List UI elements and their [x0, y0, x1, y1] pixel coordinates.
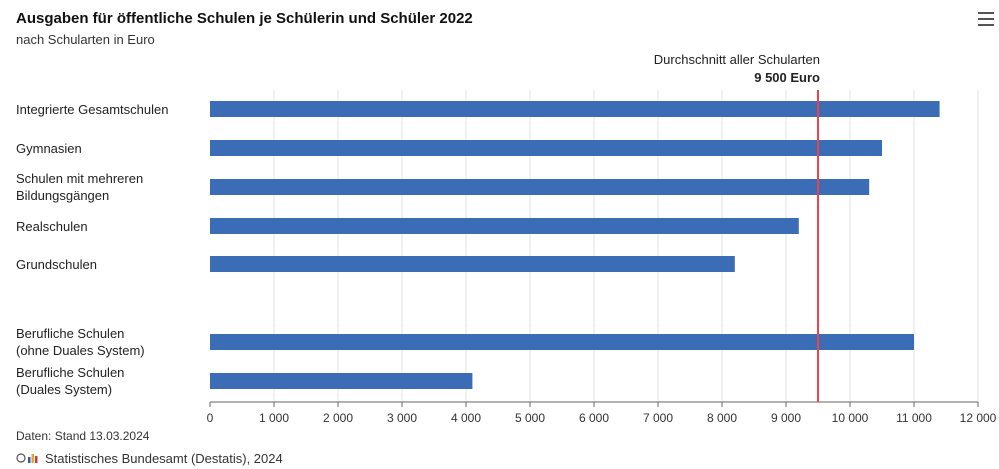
category-label-line: Berufliche Schulen: [16, 365, 125, 380]
x-tick-label-8: 8 000: [707, 411, 737, 425]
bar-0: [210, 101, 940, 117]
x-tick-label-1: 1 000: [259, 411, 289, 425]
credit-text: Statistisches Bundesamt (Destatis), 2024: [45, 451, 283, 466]
data-source: Daten: Stand 13.03.2024: [16, 429, 150, 443]
category-label-4: Grundschulen: [16, 256, 206, 273]
chart-title: Ausgaben für öffentliche Schulen je Schü…: [16, 10, 473, 27]
category-label-line: Integrierte Gesamtschulen: [16, 101, 169, 117]
x-tick-label-9: 9 000: [771, 411, 801, 425]
category-label-2: Schulen mit mehreren Bildungsgängen: [16, 170, 206, 204]
category-label-line: (ohne Duales System): [16, 343, 145, 358]
x-tick-label-10: 10 000: [832, 411, 869, 425]
x-tick-label-3: 3 000: [387, 411, 417, 425]
x-tick-label-11: 11 000: [896, 411, 932, 425]
category-label-line: Berufliche Schulen: [16, 326, 125, 341]
bar-6: [210, 373, 473, 389]
category-label-line: Grundschulen: [16, 256, 97, 272]
x-tick-label-6: 6 000: [579, 411, 609, 425]
category-label-1: Gymnasien: [16, 140, 206, 157]
bar-2: [210, 179, 870, 195]
category-label-line: Schulen mit mehreren: [16, 171, 144, 186]
x-tick-label-12: 12 000: [960, 411, 997, 425]
x-tick-label-5: 5 000: [515, 411, 545, 425]
credit-line: Statistisches Bundesamt (Destatis), 2024: [16, 451, 283, 466]
chart-subtitle: nach Schularten in Euro: [16, 32, 155, 47]
bar-5: [210, 334, 914, 350]
x-tick-label-4: 4 000: [451, 411, 481, 425]
category-label-line: Gymnasien: [16, 140, 82, 156]
category-label-0: Integrierte Gesamtschulen: [16, 101, 206, 118]
x-tick-label-7: 7 000: [643, 411, 673, 425]
category-label-line: Bildungsgängen: [16, 188, 110, 203]
category-label-3: Realschulen: [16, 218, 206, 235]
hamburger-menu-icon[interactable]: [978, 12, 994, 26]
category-label-5: Berufliche Schulen (ohne Duales System): [16, 325, 206, 359]
average-value-label: 9 500 Euro: [754, 70, 820, 85]
bar-3: [210, 218, 799, 234]
category-label-line: (Duales System): [16, 382, 113, 397]
x-tick-label-2: 2 000: [323, 411, 353, 425]
copyright-icon: [16, 451, 42, 466]
average-label: Durchschnitt aller Schularten: [653, 52, 820, 67]
x-tick-label-0: 0: [207, 411, 214, 425]
category-label-6: Berufliche Schulen (Duales System): [16, 364, 206, 398]
bar-1: [210, 140, 882, 156]
bar-4: [210, 256, 735, 272]
category-label-line: Realschulen: [16, 218, 88, 234]
